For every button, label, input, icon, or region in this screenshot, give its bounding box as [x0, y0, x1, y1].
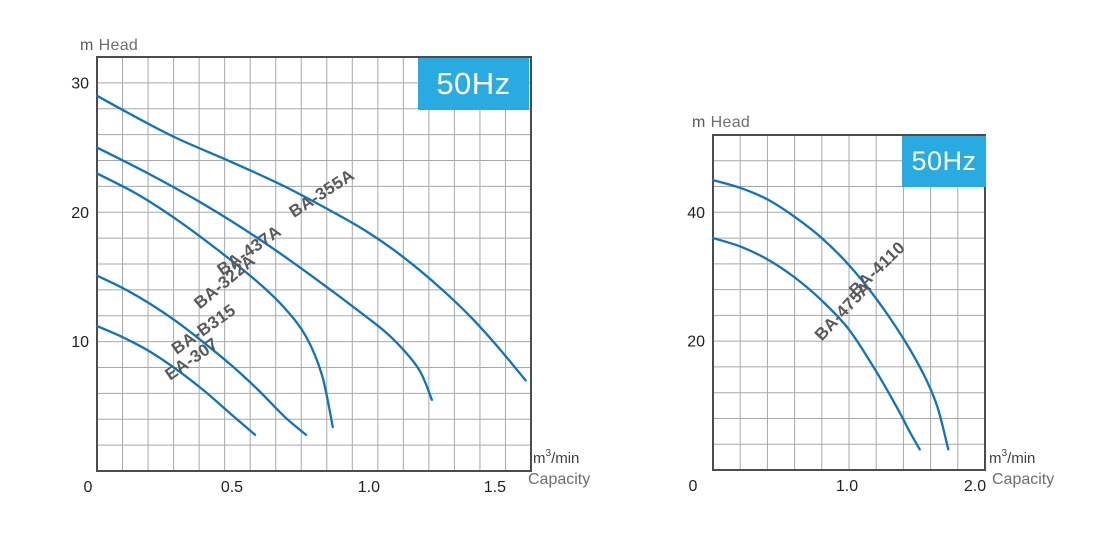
y-axis-unit-label: m [80, 37, 94, 54]
x-unit-base: m [533, 450, 546, 467]
x-unit-base: m [989, 450, 1002, 467]
curve-label-BA-475A: BA-475A [811, 278, 875, 345]
curve-BA-437A [95, 146, 434, 401]
x-tick-label: 2.0 [964, 478, 986, 495]
right-chart-x-axis-unit: m3/min [989, 448, 1036, 468]
x-unit-rest: /min [1007, 450, 1036, 467]
x-unit-superscript: 3 [1001, 448, 1008, 459]
right-chart-x-axis-label: Capacity [992, 471, 1055, 488]
curve-BA-355A [95, 94, 527, 382]
x-tick-label: 0.5 [221, 479, 243, 496]
y-tick-label: 20 [71, 205, 89, 222]
curve-BA-475A [711, 236, 921, 451]
y-tick-label: 10 [71, 334, 89, 351]
curve-EA-307 [95, 324, 257, 436]
x-unit-rest: /min [551, 450, 580, 467]
plot-border [96, 56, 532, 472]
y-axis-title-text: Head [98, 37, 139, 54]
curve-BA-4110 [711, 178, 950, 451]
left-chart-y-axis-title: m Head [80, 37, 138, 55]
x-tick-label: 1.5 [484, 479, 506, 496]
y-tick-label: 30 [71, 75, 89, 92]
y-axis-unit-label: m [692, 114, 706, 131]
plot-border [712, 134, 986, 471]
left-chart-x-axis-unit: m3/min [533, 448, 580, 468]
curve-BA-322A [95, 172, 334, 429]
frequency-badge-left: 50Hz [418, 58, 529, 110]
frequency-badge-right: 50Hz [902, 136, 986, 187]
x-tick-label: 1.0 [836, 478, 858, 495]
y-axis-title-text: Head [710, 114, 751, 131]
x-tick-label: 1.0 [358, 479, 380, 496]
x-tick-label: 0 [689, 478, 698, 495]
curve-BA-B315 [95, 274, 308, 436]
y-tick-label: 40 [687, 205, 705, 222]
right-chart-y-axis-title: m Head [692, 114, 750, 132]
x-unit-superscript: 3 [545, 448, 552, 459]
y-tick-label: 20 [687, 334, 705, 351]
left-chart-x-axis-label: Capacity [528, 471, 591, 488]
x-tick-label: 0 [84, 479, 93, 496]
